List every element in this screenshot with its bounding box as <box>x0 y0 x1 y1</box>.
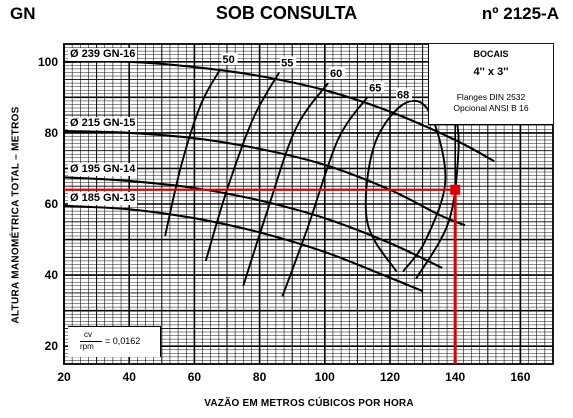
operating-point-lines <box>64 184 461 364</box>
fraction-bar <box>80 341 102 342</box>
ratio-denominator: rpm <box>80 342 94 351</box>
x-tick-label: 60 <box>188 370 202 384</box>
x-tick-label: 40 <box>123 370 137 384</box>
efficiency-label-bg <box>329 67 346 80</box>
impeller-curve-2 <box>63 176 443 269</box>
ratio-numerator: cv <box>84 330 92 339</box>
model-code: nº 2125-A <box>481 4 559 23</box>
x-tick-label: 120 <box>380 370 400 384</box>
x-tick-label: 20 <box>57 370 71 384</box>
tick-labels: 20 40 60 80 100 120 140 160 20 40 60 80 100 <box>38 55 531 384</box>
spec-note-flanges: Flanges DIN 2532 <box>456 92 526 102</box>
impeller-curve-3 <box>63 204 424 293</box>
brand-label: GN <box>10 4 36 23</box>
y-tick-label: 80 <box>45 126 59 140</box>
efficiency-curve-60 <box>242 82 329 287</box>
efficiency-label-bg <box>221 52 238 65</box>
impeller-label: Ø 185 GN-13 <box>68 191 138 205</box>
impeller-label: Ø 215 GN-15 <box>68 117 138 131</box>
impeller-label: Ø 195 GN-14 <box>68 163 138 177</box>
efficiency-curve-65 <box>281 96 368 297</box>
power-ratio-box: cv rpm = 0,0162 <box>68 326 161 357</box>
efficiency-label-50: 50 <box>222 54 234 66</box>
operating-point-marker <box>450 184 461 195</box>
x-tick-label: 100 <box>315 370 335 384</box>
impeller-curve-0 <box>63 60 495 163</box>
nozzle-spec-box: BOCAIS 4'' x 3'' Flanges DIN 2532 Opcion… <box>428 44 553 125</box>
impeller-curve-1 <box>63 130 466 227</box>
y-tick-label: 100 <box>38 55 58 69</box>
x-axis-label: VAZÃO EM METROS CÚBICOS POR HORA <box>204 398 414 409</box>
y-tick-label: 20 <box>45 339 59 353</box>
spec-title: BOCAIS <box>473 49 509 59</box>
efficiency-curve-55 <box>204 71 281 262</box>
x-tick-label: 80 <box>253 370 267 384</box>
chart-title: SOB CONSULTA <box>215 3 358 23</box>
efficiency-label-68: 68 <box>397 89 409 101</box>
efficiency-label-bg <box>368 81 385 94</box>
y-axis-label-wrap: ALTURA MANOMÉTRICA TOTAL – METROS <box>4 80 28 350</box>
impeller-curves <box>63 60 495 293</box>
efficiency-label-65: 65 <box>369 82 381 94</box>
y-tick-label: 60 <box>45 197 59 211</box>
x-tick-label: 160 <box>510 370 530 384</box>
efficiency-label-bg <box>396 88 413 101</box>
efficiency-label-bg <box>280 56 297 69</box>
ratio-value: = 0,0162 <box>105 336 141 346</box>
spec-note-optional: Opcional ANSI B 16 <box>453 103 529 113</box>
spec-size: 4'' x 3'' <box>473 66 509 78</box>
efficiency-label-60: 60 <box>330 68 342 80</box>
efficiency-label-55: 55 <box>281 57 293 69</box>
efficiency-curve-50 <box>164 68 222 237</box>
efficiency-curve-68 <box>364 99 447 273</box>
plot-frame <box>63 43 554 365</box>
x-tick-label: 140 <box>445 370 465 384</box>
y-tick-label: 40 <box>45 268 59 282</box>
impeller-label: Ø 239 GN-16 <box>68 47 138 61</box>
efficiency-curves <box>164 68 460 297</box>
y-axis-label: ALTURA MANOMÉTRICA TOTAL – METROS <box>10 106 22 324</box>
